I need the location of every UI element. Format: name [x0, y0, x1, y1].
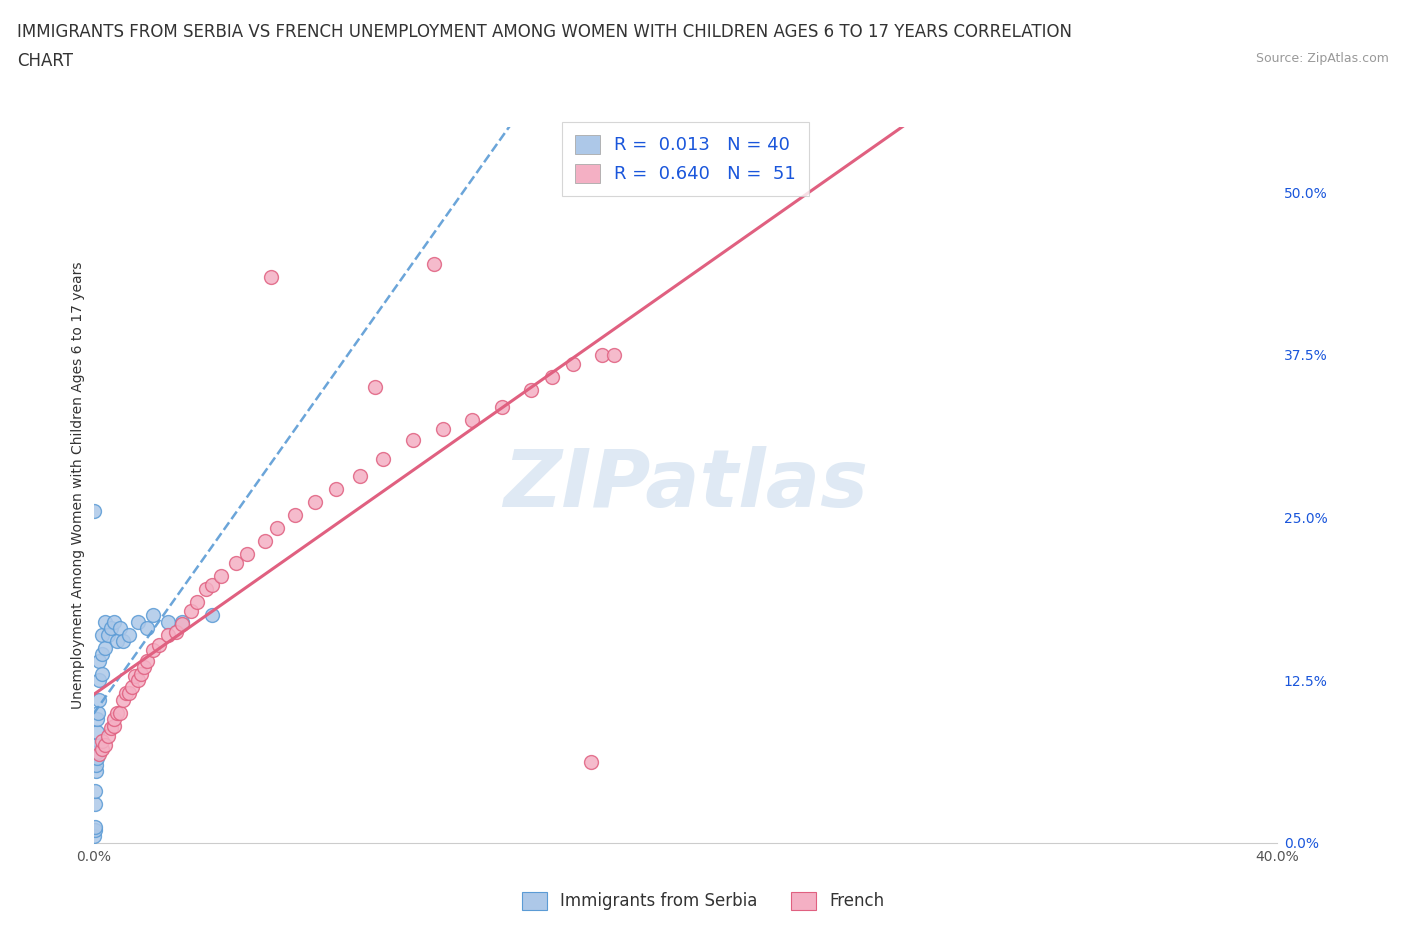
- Point: [97, 729, 120, 744]
- Point: [83, 822, 105, 837]
- Point: [121, 679, 143, 694]
- Point: [91, 742, 114, 757]
- Point: [86, 744, 108, 759]
- Point: [94, 640, 117, 655]
- Point: [87, 705, 110, 720]
- Point: [83, 504, 105, 519]
- Point: [561, 356, 583, 371]
- Point: [402, 432, 425, 447]
- Point: [591, 348, 613, 363]
- Point: [84, 820, 107, 835]
- Point: [156, 614, 179, 629]
- Point: [260, 270, 283, 285]
- Point: [100, 620, 122, 635]
- Point: [89, 692, 111, 707]
- Point: [135, 653, 157, 668]
- Point: [112, 633, 135, 648]
- Point: [84, 796, 107, 811]
- Legend: Immigrants from Serbia, French: Immigrants from Serbia, French: [515, 885, 891, 917]
- Point: [432, 421, 454, 436]
- Point: [103, 711, 125, 726]
- Point: [91, 646, 114, 661]
- Point: [180, 604, 202, 618]
- Point: [84, 783, 107, 798]
- Point: [363, 380, 385, 395]
- Point: [172, 617, 194, 631]
- Point: [108, 620, 131, 635]
- Point: [86, 737, 108, 752]
- Point: [349, 469, 371, 484]
- Point: [225, 556, 247, 571]
- Point: [284, 508, 307, 523]
- Text: CHART: CHART: [17, 52, 73, 70]
- Point: [603, 348, 626, 363]
- Point: [105, 633, 128, 648]
- Point: [132, 659, 155, 674]
- Point: [124, 669, 146, 684]
- Point: [541, 369, 564, 384]
- Point: [86, 711, 108, 726]
- Point: [254, 534, 277, 549]
- Point: [100, 721, 122, 736]
- Point: [84, 757, 107, 772]
- Y-axis label: Unemployment Among Women with Children Ages 6 to 17 years: Unemployment Among Women with Children A…: [72, 261, 86, 709]
- Point: [236, 547, 259, 562]
- Point: [520, 382, 543, 397]
- Text: ZIPatlas: ZIPatlas: [503, 446, 868, 525]
- Point: [127, 614, 149, 629]
- Point: [94, 614, 117, 629]
- Point: [423, 257, 446, 272]
- Point: [325, 482, 347, 497]
- Point: [97, 627, 120, 642]
- Point: [89, 747, 111, 762]
- Point: [156, 627, 179, 642]
- Text: IMMIGRANTS FROM SERBIA VS FRENCH UNEMPLOYMENT AMONG WOMEN WITH CHILDREN AGES 6 T: IMMIGRANTS FROM SERBIA VS FRENCH UNEMPLO…: [17, 23, 1071, 41]
- Point: [103, 614, 125, 629]
- Point: [108, 705, 131, 720]
- Point: [195, 582, 218, 597]
- Point: [112, 692, 135, 707]
- Point: [91, 666, 114, 681]
- Point: [94, 737, 117, 752]
- Point: [165, 625, 187, 640]
- Point: [118, 685, 141, 700]
- Point: [89, 672, 111, 687]
- Point: [91, 734, 114, 749]
- Point: [172, 614, 194, 629]
- Point: [127, 672, 149, 687]
- Point: [201, 608, 224, 623]
- Point: [186, 595, 208, 610]
- Point: [373, 452, 395, 467]
- Point: [461, 413, 484, 428]
- Point: [201, 578, 224, 592]
- Point: [142, 643, 165, 658]
- Point: [103, 718, 125, 733]
- Point: [118, 627, 141, 642]
- Point: [304, 495, 326, 510]
- Point: [105, 705, 128, 720]
- Point: [148, 638, 170, 653]
- Point: [86, 751, 108, 765]
- Point: [135, 620, 157, 635]
- Point: [89, 653, 111, 668]
- Text: Source: ZipAtlas.com: Source: ZipAtlas.com: [1256, 52, 1389, 65]
- Point: [142, 608, 165, 623]
- Point: [209, 569, 232, 584]
- Point: [84, 764, 107, 778]
- Point: [491, 400, 513, 415]
- Point: [83, 829, 105, 844]
- Point: [579, 755, 602, 770]
- Point: [86, 724, 108, 739]
- Point: [115, 685, 138, 700]
- Point: [129, 666, 152, 681]
- Point: [91, 627, 114, 642]
- Point: [266, 521, 288, 536]
- Legend: R =  0.013   N = 40, R =  0.640   N =  51: R = 0.013 N = 40, R = 0.640 N = 51: [562, 122, 808, 196]
